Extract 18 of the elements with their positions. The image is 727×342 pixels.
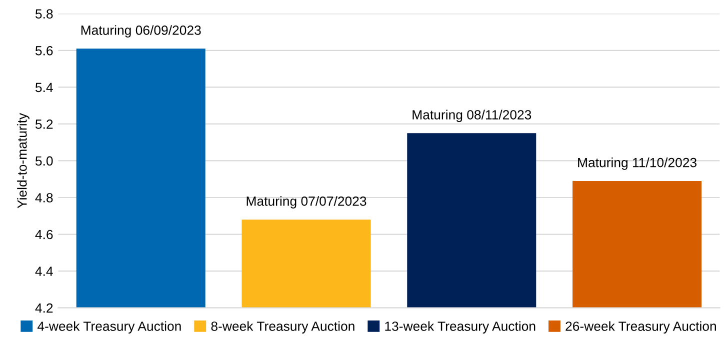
y-tick-label: 4.8	[35, 193, 53, 202]
y-tick-label: 4.2	[35, 303, 53, 313]
legend-label: 4-week Treasury Auction	[37, 321, 181, 334]
y-tick-label: 5.0	[35, 156, 53, 166]
annotation: Maturing 08/11/2023	[412, 110, 532, 122]
y-tick-label: 5.4	[35, 82, 53, 92]
annotation: Maturing 06/09/2023	[81, 25, 201, 38]
y-tick-label: 5.6	[35, 46, 53, 56]
legend-label: 26-week Treasury Auction	[566, 321, 716, 334]
legend-label: 8-week Treasury Auction	[211, 321, 354, 334]
y-tick-label: 5.2	[35, 120, 53, 129]
annotation: Maturing 07/07/2023	[246, 196, 366, 208]
annotation: Maturing 11/10/2023	[578, 158, 696, 170]
y-tick-label: 4.4	[35, 266, 53, 276]
y-tick-label: 4.6	[35, 230, 53, 240]
legend-label: 13-week Treasury Auction	[385, 321, 536, 334]
y-tick-label: 5.8	[35, 9, 53, 19]
y-axis-title: Yield-to-maturity	[17, 112, 30, 208]
